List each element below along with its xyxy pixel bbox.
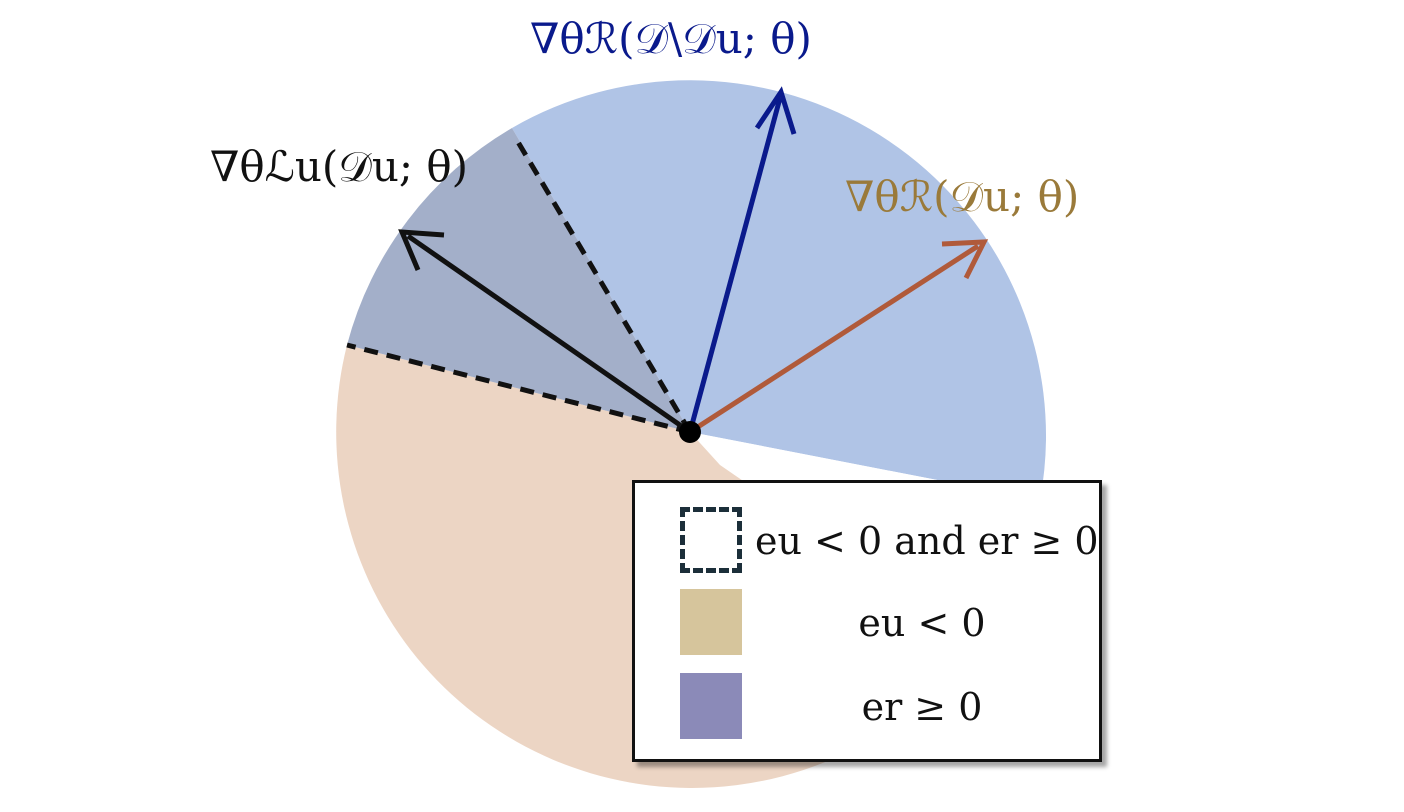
label-grad-l-u: ∇θℒu(𝒟u; θ)	[210, 142, 469, 191]
arrow-grad-r-remain	[687, 86, 797, 433]
blue-sector	[512, 80, 1047, 500]
label-grad-r-remain: ∇θℛ(𝒟\𝒟u; θ)	[530, 14, 812, 63]
legend-label: er ≥ 0	[861, 685, 983, 729]
legend-label: eu < 0 and er ≥ 0	[755, 519, 1099, 563]
legend-item-overlap: eu < 0 and er ≥ 0	[635, 507, 1099, 577]
legend-item-er: er ≥ 0	[635, 673, 1099, 743]
dashed-boundary-upper	[515, 140, 693, 434]
label-grad-r-u: ∇θℛ(𝒟u; θ)	[845, 172, 1080, 221]
legend: eu < 0 and er ≥ 0 eu < 0 er ≥ 0	[632, 480, 1102, 762]
legend-swatch-purple	[680, 673, 742, 739]
legend-swatch-dashed	[680, 507, 742, 573]
arrow-grad-l-u	[398, 229, 692, 435]
orange-sector	[336, 345, 690, 788]
legend-swatch-tan	[680, 589, 742, 655]
dashed-boundary-lower	[346, 342, 691, 435]
arrow-grad-r-u	[688, 239, 989, 435]
overlap-sector	[347, 128, 690, 432]
legend-item-eu: eu < 0	[635, 589, 1099, 659]
origin-dot	[679, 421, 701, 443]
legend-label: eu < 0	[858, 601, 986, 645]
